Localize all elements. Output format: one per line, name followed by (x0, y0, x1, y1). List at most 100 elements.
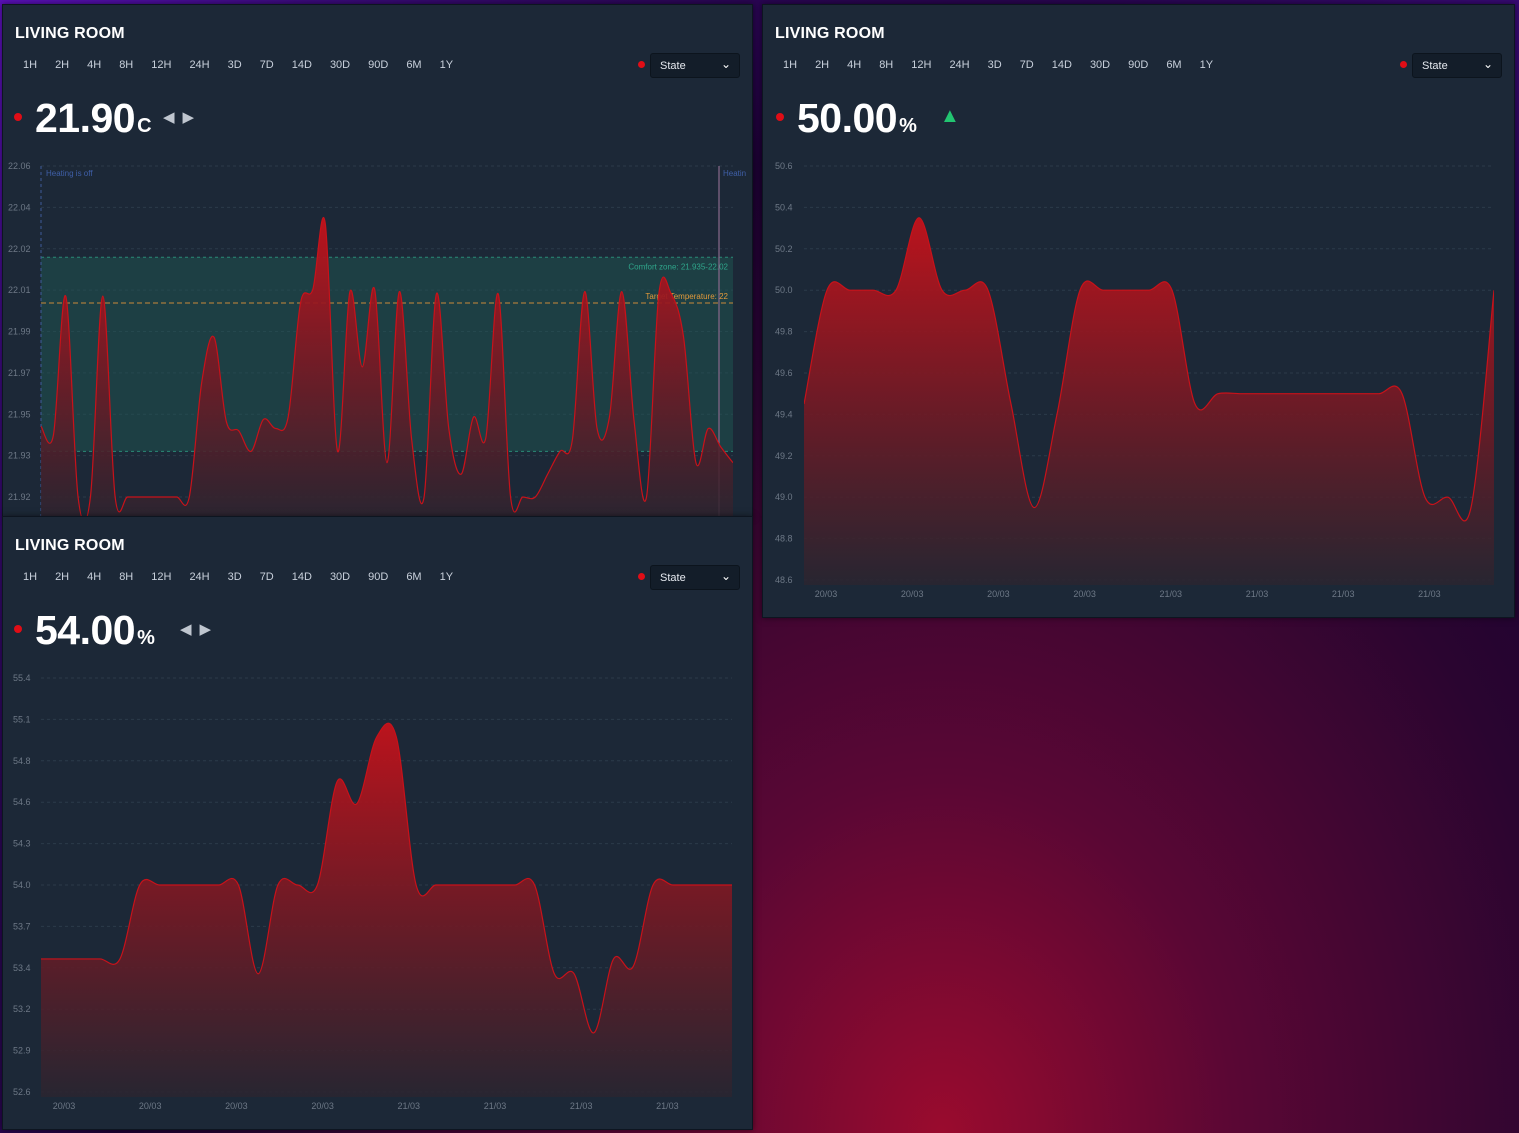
range-24h[interactable]: 24H (189, 571, 210, 583)
living-room-humidity-card-2: LIVING ROOM 1H 2H 4H 8H 12H 24H 3D 7D 14… (2, 516, 753, 1130)
range-4h[interactable]: 4H (847, 59, 862, 71)
range-14d[interactable]: 14D (291, 59, 312, 71)
range-24h[interactable]: 24H (949, 59, 970, 71)
series-area (41, 723, 732, 1097)
y-tick-label: 49.0 (775, 492, 793, 502)
range-1h[interactable]: 1H (783, 59, 798, 71)
range-1h[interactable]: 1H (23, 571, 38, 583)
heating-on-label: Heatin (723, 169, 746, 178)
card-title: LIVING ROOM (15, 25, 125, 42)
y-tick-label: 52.9 (13, 1046, 31, 1056)
y-tick-label: 54.0 (13, 880, 31, 890)
heating-off-label: Heating is off (46, 169, 93, 178)
range-3d[interactable]: 3D (227, 571, 242, 583)
time-range-selector: 1H 2H 4H 8H 12H 24H 3D 7D 14D 30D 90D 6M… (771, 59, 1219, 71)
range-30d[interactable]: 30D (1089, 59, 1111, 71)
current-value-unit: C (137, 115, 152, 137)
value-navigation: ◀ ▶ (163, 108, 194, 126)
x-tick-label: 21/03 (570, 1101, 593, 1111)
comfort-zone-label: Comfort zone: 21.935-22.02 (628, 262, 728, 271)
live-status-dot (14, 625, 22, 633)
current-value: 50.00% (797, 95, 917, 142)
y-tick-label: 53.7 (13, 921, 31, 931)
state-dropdown-value: State (1422, 60, 1448, 72)
range-2h[interactable]: 2H (55, 59, 70, 71)
x-tick-label: 20/03 (225, 1101, 248, 1111)
state-dropdown[interactable]: State ⌄ (650, 53, 740, 78)
range-12h[interactable]: 12H (911, 59, 932, 71)
x-tick-label: 21/03 (398, 1101, 421, 1111)
range-3d[interactable]: 3D (987, 59, 1002, 71)
state-dropdown[interactable]: State ⌄ (1412, 53, 1502, 78)
y-tick-label: 52.6 (13, 1087, 31, 1097)
range-8h[interactable]: 8H (119, 59, 134, 71)
range-30d[interactable]: 30D (329, 59, 351, 71)
target-label: Target Temperature: 22 (645, 292, 728, 301)
x-tick-label: 20/03 (987, 589, 1010, 599)
y-tick-label: 49.2 (775, 451, 793, 461)
range-14d[interactable]: 14D (1051, 59, 1072, 71)
time-range-selector: 1H 2H 4H 8H 12H 24H 3D 7D 14D 30D 90D 6M… (11, 59, 459, 71)
range-4h[interactable]: 4H (87, 571, 102, 583)
series-area (804, 217, 1494, 585)
next-arrow-icon[interactable]: ▶ (199, 621, 212, 638)
temperature-chart: 22.06 22.04 22.02 22.01 21.99 21.97 21.95 21.93… (8, 161, 746, 517)
y-tick-label: 22.02 (8, 244, 31, 254)
range-1y[interactable]: 1Y (1199, 59, 1214, 71)
live-status-dot (14, 113, 22, 121)
y-tick-label: 49.4 (775, 409, 793, 419)
prev-arrow-icon[interactable]: ◀ (180, 621, 192, 638)
x-tick-label: 21/03 (1332, 589, 1355, 599)
range-1y[interactable]: 1Y (439, 571, 454, 583)
range-8h[interactable]: 8H (879, 59, 894, 71)
range-1y[interactable]: 1Y (439, 59, 454, 71)
state-indicator-dot (1400, 61, 1407, 68)
range-6m[interactable]: 6M (406, 59, 422, 71)
y-tick-label: 49.6 (775, 368, 793, 378)
range-12h[interactable]: 12H (151, 571, 172, 583)
range-3d[interactable]: 3D (227, 59, 242, 71)
range-2h[interactable]: 2H (815, 59, 830, 71)
current-value-number: 21.90 (35, 95, 136, 141)
current-value-number: 50.00 (797, 95, 898, 141)
x-tick-label: 20/03 (901, 589, 924, 599)
range-6m[interactable]: 6M (1166, 59, 1182, 71)
range-90d[interactable]: 90D (1128, 59, 1149, 71)
state-dropdown-value: State (660, 572, 686, 584)
series-line (41, 722, 732, 1034)
range-14d[interactable]: 14D (291, 571, 312, 583)
range-90d[interactable]: 90D (368, 571, 389, 583)
current-value-number: 54.00 (35, 607, 136, 653)
trend-up-icon: ▲ (940, 105, 960, 127)
range-7d[interactable]: 7D (1019, 59, 1034, 71)
y-tick-label: 53.4 (13, 963, 31, 973)
state-indicator-dot (638, 61, 645, 68)
state-dropdown[interactable]: State ⌄ (650, 565, 740, 590)
y-tick-label: 22.04 (8, 202, 31, 212)
range-7d[interactable]: 7D (259, 59, 274, 71)
range-1h[interactable]: 1H (23, 59, 38, 71)
range-8h[interactable]: 8H (119, 571, 134, 583)
range-6m[interactable]: 6M (406, 571, 422, 583)
series-line (41, 217, 733, 517)
series-area (41, 217, 733, 517)
y-tick-label: 50.0 (775, 285, 793, 295)
live-status-dot (776, 113, 784, 121)
range-24h[interactable]: 24H (189, 59, 210, 71)
range-7d[interactable]: 7D (259, 571, 274, 583)
x-tick-label: 21/03 (1246, 589, 1269, 599)
range-2h[interactable]: 2H (55, 571, 70, 583)
current-value-unit: % (899, 115, 917, 137)
card-title: LIVING ROOM (15, 537, 125, 554)
range-12h[interactable]: 12H (151, 59, 172, 71)
y-tick-label: 48.8 (775, 534, 793, 544)
range-90d[interactable]: 90D (368, 59, 389, 71)
y-tick-label: 54.3 (13, 839, 31, 849)
range-30d[interactable]: 30D (329, 571, 351, 583)
next-arrow-icon[interactable]: ▶ (182, 109, 195, 126)
range-4h[interactable]: 4H (87, 59, 102, 71)
prev-arrow-icon[interactable]: ◀ (163, 109, 175, 126)
chevron-down-icon: ⌄ (720, 569, 731, 583)
y-tick-label: 21.99 (8, 327, 31, 337)
chevron-down-icon: ⌄ (1482, 57, 1493, 71)
